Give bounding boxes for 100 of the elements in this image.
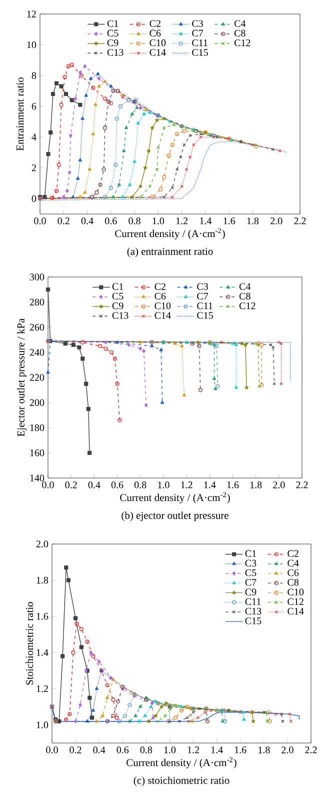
y-tick-label: 1.2 [36, 685, 48, 692]
legend-label: C11 [192, 39, 208, 46]
legend-label: C13 [245, 608, 262, 615]
text: (a) entrainment ratio [127, 248, 213, 258]
legend-label: C10 [150, 39, 166, 46]
y-tick-label: 6 [32, 102, 36, 110]
legend-label: C13 [107, 49, 124, 56]
legend-label: C2 [154, 283, 166, 290]
legend-label: C7 [192, 30, 204, 37]
x-tick-label: 2.0 [273, 482, 285, 488]
legend-label: C3 [192, 20, 203, 27]
legend-label: C9 [112, 302, 124, 310]
legend-label: C11 [197, 302, 212, 310]
legend-label: C9 [245, 588, 256, 596]
y-tick-label: 160 [30, 450, 44, 456]
x-tick-label: 1.4 [211, 746, 223, 754]
legend-label: C14 [150, 49, 166, 56]
x-tick-label: 0.4 [81, 218, 94, 224]
legend-label: C5 [112, 292, 124, 300]
legend-label: C7 [197, 292, 208, 300]
legend-label: C14 [288, 608, 304, 615]
y-tick-label: 140 [30, 474, 44, 482]
legend-label: C5 [107, 30, 118, 37]
y-tick-label: 2.0 [36, 540, 48, 548]
legend-label: C2 [288, 550, 298, 557]
x-tick-label: 0.6 [111, 482, 124, 488]
y-tick-label: 0 [32, 195, 36, 202]
y-tick-label: 180 [30, 424, 44, 432]
x-axis-title: Current density / (A·cm$^{-2}$) [126, 757, 236, 768]
legend-label: C12 [234, 39, 250, 46]
x-tick-label: 2.2 [294, 218, 306, 224]
x-tick-label: 1.2 [188, 746, 199, 754]
y-axis-title: Stoichiometric ratio [26, 602, 34, 685]
y-tick-label: 240 [30, 349, 44, 356]
x-tick-label: 1.4 [200, 218, 212, 224]
legend-label: C9 [107, 39, 118, 46]
x-tick-label: 2.0 [282, 746, 294, 754]
x-tick-label: 0.2 [70, 746, 82, 754]
legend-label: C8 [239, 292, 250, 300]
x-tick-label: 0.0 [34, 218, 46, 224]
x-axis-title: Current density / (A·cm$^{-2}$) [120, 492, 230, 504]
x-tick-label: 0.4 [88, 482, 100, 488]
x-tick-label: 1.0 [164, 746, 176, 754]
y-tick-label: 1.8 [36, 576, 48, 584]
x-tick-label: 1.0 [158, 482, 170, 488]
y-tick-label: 280 [30, 298, 44, 306]
legend-label: C12 [288, 598, 304, 605]
x-axis-title: Current density / (A·cm$^{-2}$) [115, 228, 225, 240]
y-tick-label: 4 [32, 134, 36, 140]
y-tick-label: 200 [30, 399, 44, 406]
x-tick-label: 1.4 [204, 482, 216, 488]
x-tick-label: 0.8 [128, 218, 140, 224]
y-tick-label: 1.4 [36, 649, 48, 656]
x-tick-label: 0.4 [93, 746, 106, 754]
y-tick-label: 260 [30, 324, 44, 331]
legend-label: C4 [234, 20, 246, 27]
x-tick-label: 2.2 [305, 746, 317, 754]
x-tick-label: 2.0 [270, 218, 282, 224]
legend-label: C14 [154, 312, 171, 319]
legend-label: C3 [245, 560, 256, 567]
x-tick-label: 2.2 [296, 482, 308, 488]
legend-label: C5 [245, 569, 256, 576]
x-tick-label: 0.6 [105, 218, 117, 224]
x-tick-label: 1.8 [247, 218, 259, 224]
legend-label: C8 [234, 30, 246, 37]
x-tick-label: 1.6 [224, 218, 236, 224]
legend-label: C6 [288, 569, 299, 576]
x-tick-label: 1.0 [152, 218, 164, 224]
y-tick-label: 220 [30, 374, 44, 381]
x-tick-label: 0.8 [140, 746, 152, 754]
x-tick-label: 1.8 [250, 482, 262, 488]
y-tick-label: 10 [27, 41, 36, 48]
legend-label: C3 [197, 283, 208, 290]
legend-label: C6 [150, 30, 161, 37]
x-tick-label: 0.2 [65, 482, 77, 488]
x-tick-label: 0.6 [116, 746, 129, 754]
legend-label: C12 [239, 302, 256, 310]
y-tick-label: 12 [27, 10, 36, 18]
y-axis-title: Entrainment ratio [16, 78, 24, 151]
legend-label: C2 [150, 20, 160, 27]
legend-label: C11 [245, 598, 261, 605]
x-tick-label: 0.0 [42, 482, 54, 488]
y-tick-label: 300 [30, 274, 44, 280]
legend-label: C1 [107, 20, 118, 27]
x-tick-label: 1.2 [176, 218, 188, 224]
x-tick-label: 1.6 [227, 482, 239, 488]
legend-label: C10 [154, 302, 171, 310]
x-tick-label: 1.8 [258, 746, 270, 754]
y-tick-label: 1.6 [36, 612, 48, 620]
legend-label: C15 [245, 617, 262, 624]
y-axis-title: Ejector outlet pressure / kPa [17, 318, 27, 436]
x-tick-label: 1.6 [234, 746, 246, 754]
legend-label: C7 [245, 579, 256, 586]
legend-label: C4 [239, 283, 251, 290]
y-tick-label: 8 [32, 72, 36, 79]
x-tick-label: 1.2 [181, 482, 192, 488]
x-tick-label: 0.2 [58, 218, 70, 224]
legend-label: C6 [154, 292, 166, 300]
text: (c) stoichiometric ratio [134, 776, 230, 786]
legend-label: C8 [288, 578, 299, 586]
